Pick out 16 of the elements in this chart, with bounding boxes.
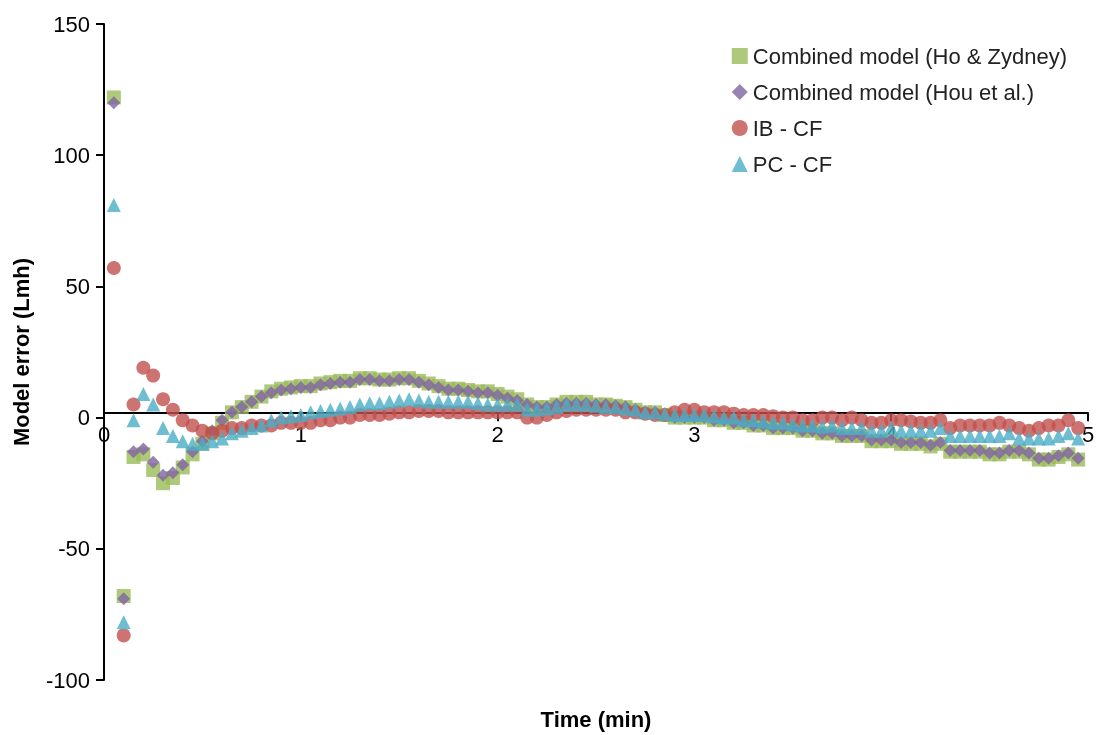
legend-label: PC - CF xyxy=(752,151,833,177)
y-tick-label: 50 xyxy=(65,273,90,299)
legend-label: Combined model (Ho & Zydney) xyxy=(752,43,1068,69)
x-tick-label: 5 xyxy=(1081,421,1095,447)
y-axis-title: Model error (Lmh) xyxy=(8,257,34,447)
x-tick-label: 1 xyxy=(294,421,307,447)
y-tick-label: -50 xyxy=(58,536,90,562)
legend-label: Combined model (Hou et al.) xyxy=(752,79,1035,105)
y-tick-label: 0 xyxy=(77,405,90,431)
legend-label: IB - CF xyxy=(752,115,823,141)
x-tick-label: 2 xyxy=(491,421,504,447)
y-tick-label: 150 xyxy=(53,11,90,37)
y-tick-label: 100 xyxy=(53,142,90,168)
y-tick-label: -100 xyxy=(45,667,90,693)
x-tick-label: 3 xyxy=(688,421,701,447)
x-axis-title: Time (min) xyxy=(540,706,652,732)
